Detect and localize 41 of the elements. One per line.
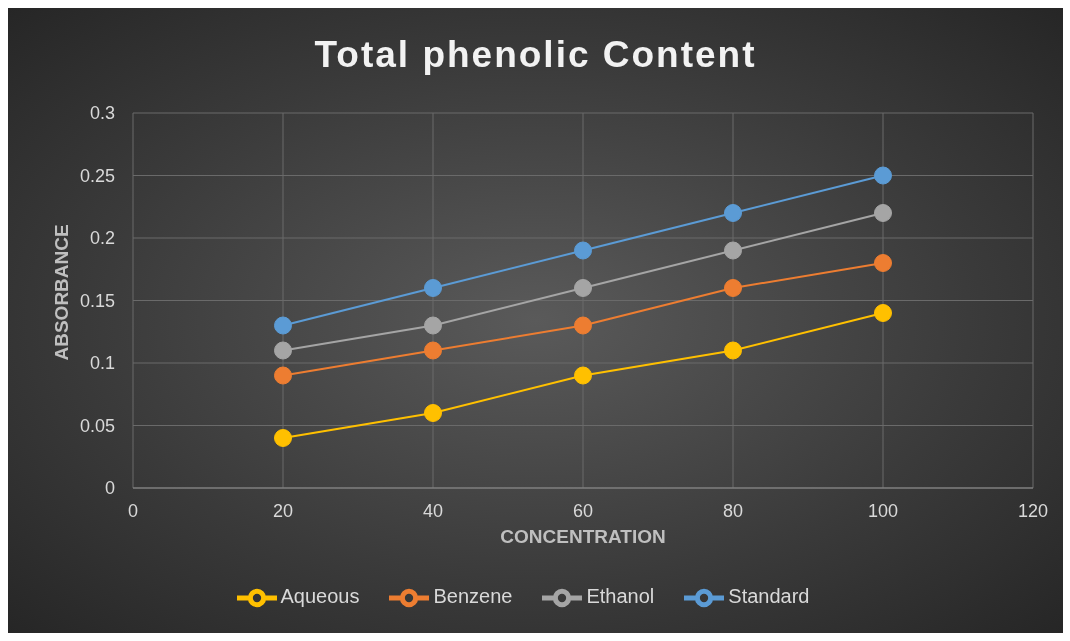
point <box>874 204 892 222</box>
y-tick-label: 0.3 <box>89 103 115 124</box>
y-tick-label: 0.15 <box>79 290 115 311</box>
x-tick-label: 20 <box>272 500 294 521</box>
point <box>274 341 292 360</box>
point <box>874 166 892 185</box>
point <box>574 316 592 335</box>
point <box>574 366 592 385</box>
legend-label: Ethanol <box>586 585 655 608</box>
point <box>874 254 892 272</box>
y-tick-label: 0.2 <box>89 228 115 249</box>
point <box>424 279 442 297</box>
x-tick-label: 60 <box>572 500 594 521</box>
point <box>724 204 742 222</box>
point <box>274 366 292 385</box>
chart-title: Total phenolic Content <box>313 34 758 76</box>
y-tick-label: 0.25 <box>79 165 115 186</box>
y-tick-label: 0.1 <box>89 353 115 374</box>
point <box>724 241 742 260</box>
x-tick-label: 120 <box>1017 500 1049 521</box>
point <box>424 316 442 335</box>
x-tick-label: 100 <box>867 500 899 521</box>
x-axis-title: CONCENTRATION <box>500 526 666 547</box>
y-axis-title: ABSORBANCE <box>50 224 72 361</box>
x-tick-label: 40 <box>422 500 444 521</box>
point <box>574 241 592 260</box>
y-tick-label: 0.05 <box>79 415 115 436</box>
point <box>274 429 292 447</box>
y-tick-label: 0 <box>104 478 115 499</box>
point <box>724 279 742 297</box>
x-tick-label: 80 <box>722 500 744 521</box>
point <box>424 341 442 360</box>
point <box>874 304 892 322</box>
legend-label: Standard <box>728 585 810 608</box>
legend-label: Benzene <box>433 585 513 608</box>
point <box>724 341 742 360</box>
point <box>574 279 592 297</box>
legend-label: Aqueous <box>280 585 360 608</box>
x-tick-label: 0 <box>127 500 139 521</box>
point <box>424 404 442 422</box>
point <box>274 316 292 335</box>
